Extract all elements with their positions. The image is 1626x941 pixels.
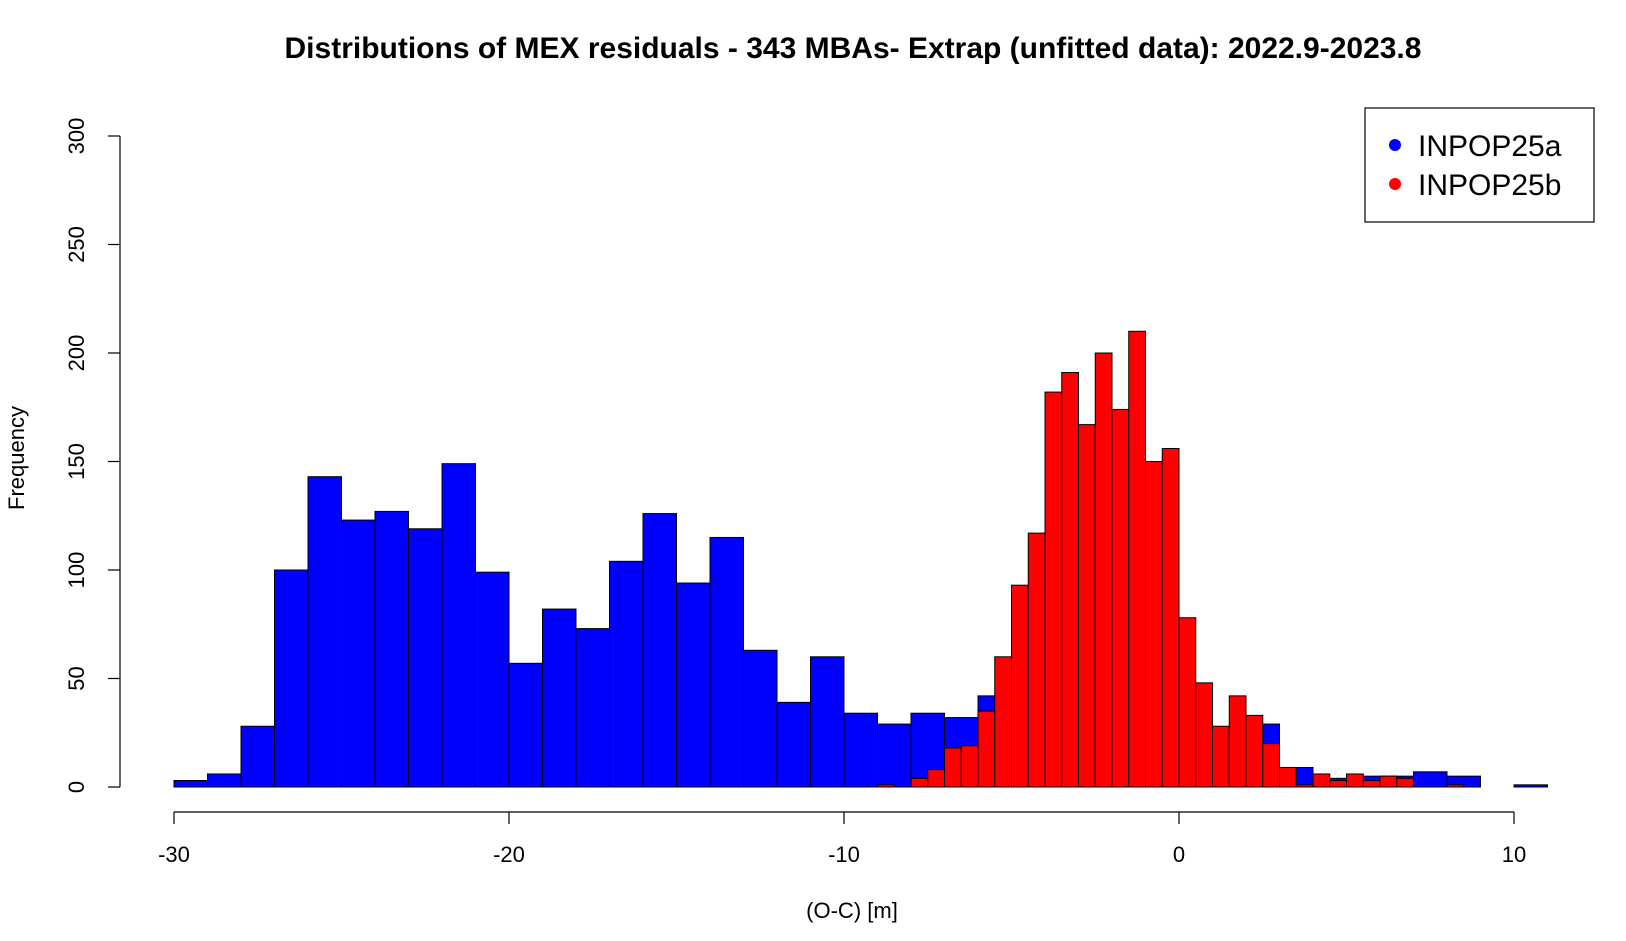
bar-inpop25a <box>240 725 275 788</box>
bar-inpop25a <box>676 582 711 788</box>
x-tick-label: -30 <box>158 842 190 867</box>
bar-inpop25a <box>843 712 878 788</box>
bar-inpop25b <box>1128 330 1146 788</box>
bar-inpop25b <box>994 656 1012 788</box>
bar-inpop25b <box>1195 682 1213 788</box>
ticks-layer: 0 50 100 150 200 250 300 -30 -20 -10 0 10 <box>64 118 1526 867</box>
bar-inpop25b <box>944 747 962 788</box>
bar-inpop25b <box>1161 447 1180 788</box>
bar-inpop25b <box>1362 779 1381 788</box>
y-tick-label: 200 <box>64 335 89 372</box>
bar-inpop25a <box>1413 771 1448 788</box>
bar-inpop25a <box>642 513 677 788</box>
legend-marker-inpop25b <box>1389 178 1401 190</box>
bar-inpop25b <box>1027 532 1046 788</box>
y-tick-label: 50 <box>64 666 89 690</box>
bar-inpop25b <box>1011 584 1029 788</box>
y-tick-label: 300 <box>64 118 89 155</box>
bar-inpop25b <box>1228 695 1247 788</box>
bar-inpop25a <box>1513 784 1548 788</box>
bar-inpop25a <box>341 519 376 788</box>
bar-inpop25a <box>207 773 242 788</box>
legend-marker-inpop25a <box>1389 139 1401 151</box>
bar-inpop25b <box>1262 743 1280 788</box>
bar-inpop25a <box>877 723 912 788</box>
bar-inpop25a <box>575 628 610 788</box>
x-tick-label: -20 <box>493 842 525 867</box>
bar-inpop25a <box>743 649 778 788</box>
bar-inpop25b <box>1279 766 1297 788</box>
bar-inpop25b <box>1379 775 1398 788</box>
bar-inpop25b <box>1212 725 1230 788</box>
bar-inpop25b <box>1111 408 1130 788</box>
bar-inpop25a <box>374 510 409 788</box>
x-tick-label: -10 <box>828 842 860 867</box>
bar-inpop25b <box>1329 779 1347 788</box>
bar-inpop25b <box>910 777 929 788</box>
x-tick-label: 0 <box>1173 842 1185 867</box>
bar-inpop25a <box>709 536 744 788</box>
bar-inpop25a <box>776 701 811 788</box>
bar-inpop25a <box>307 476 342 788</box>
chart-title: Distributions of MEX residuals - 343 MBA… <box>285 32 1422 65</box>
bar-inpop25a <box>810 656 845 788</box>
bar-inpop25a <box>609 560 644 788</box>
y-tick-label: 100 <box>64 552 89 589</box>
bar-inpop25a <box>542 608 577 788</box>
bar-inpop25b <box>1295 784 1314 788</box>
bar-inpop25a <box>508 662 543 788</box>
bar-inpop25b <box>877 784 895 788</box>
bar-inpop25b <box>1145 461 1163 788</box>
bar-inpop25a <box>173 779 208 788</box>
series-inpop25b <box>877 330 1465 788</box>
bar-inpop25b <box>1178 617 1197 788</box>
bar-inpop25a <box>408 528 443 788</box>
bar-inpop25b <box>960 745 979 788</box>
bar-inpop25b <box>1312 773 1331 788</box>
bar-inpop25b <box>927 769 945 788</box>
bars-layer <box>173 330 1548 788</box>
bar-inpop25b <box>1446 784 1465 788</box>
bar-inpop25b <box>1396 777 1414 788</box>
bar-inpop25a <box>441 463 476 788</box>
legend-label-inpop25a: INPOP25a <box>1418 130 1562 163</box>
x-tick-label: 10 <box>1502 842 1526 867</box>
bar-inpop25b <box>1245 714 1264 788</box>
legend: INPOP25a INPOP25b <box>1364 107 1595 223</box>
legend-box <box>1364 107 1595 223</box>
bar-inpop25b <box>1044 391 1063 788</box>
y-axis-label: Frequency <box>4 406 29 510</box>
bar-inpop25a <box>475 571 510 788</box>
y-tick-label: 250 <box>64 226 89 263</box>
bar-inpop25b <box>1346 773 1364 788</box>
bar-inpop25b <box>1078 424 1096 788</box>
x-axis-label: (O-C) [m] <box>806 898 898 923</box>
legend-label-inpop25b: INPOP25b <box>1418 169 1561 202</box>
series-inpop25a <box>173 463 1548 788</box>
bar-inpop25a <box>274 569 309 788</box>
bar-inpop25b <box>977 710 996 788</box>
bar-inpop25b <box>1094 352 1113 788</box>
y-tick-label: 0 <box>64 781 89 793</box>
y-tick-label: 150 <box>64 443 89 480</box>
bar-inpop25b <box>1061 372 1079 788</box>
